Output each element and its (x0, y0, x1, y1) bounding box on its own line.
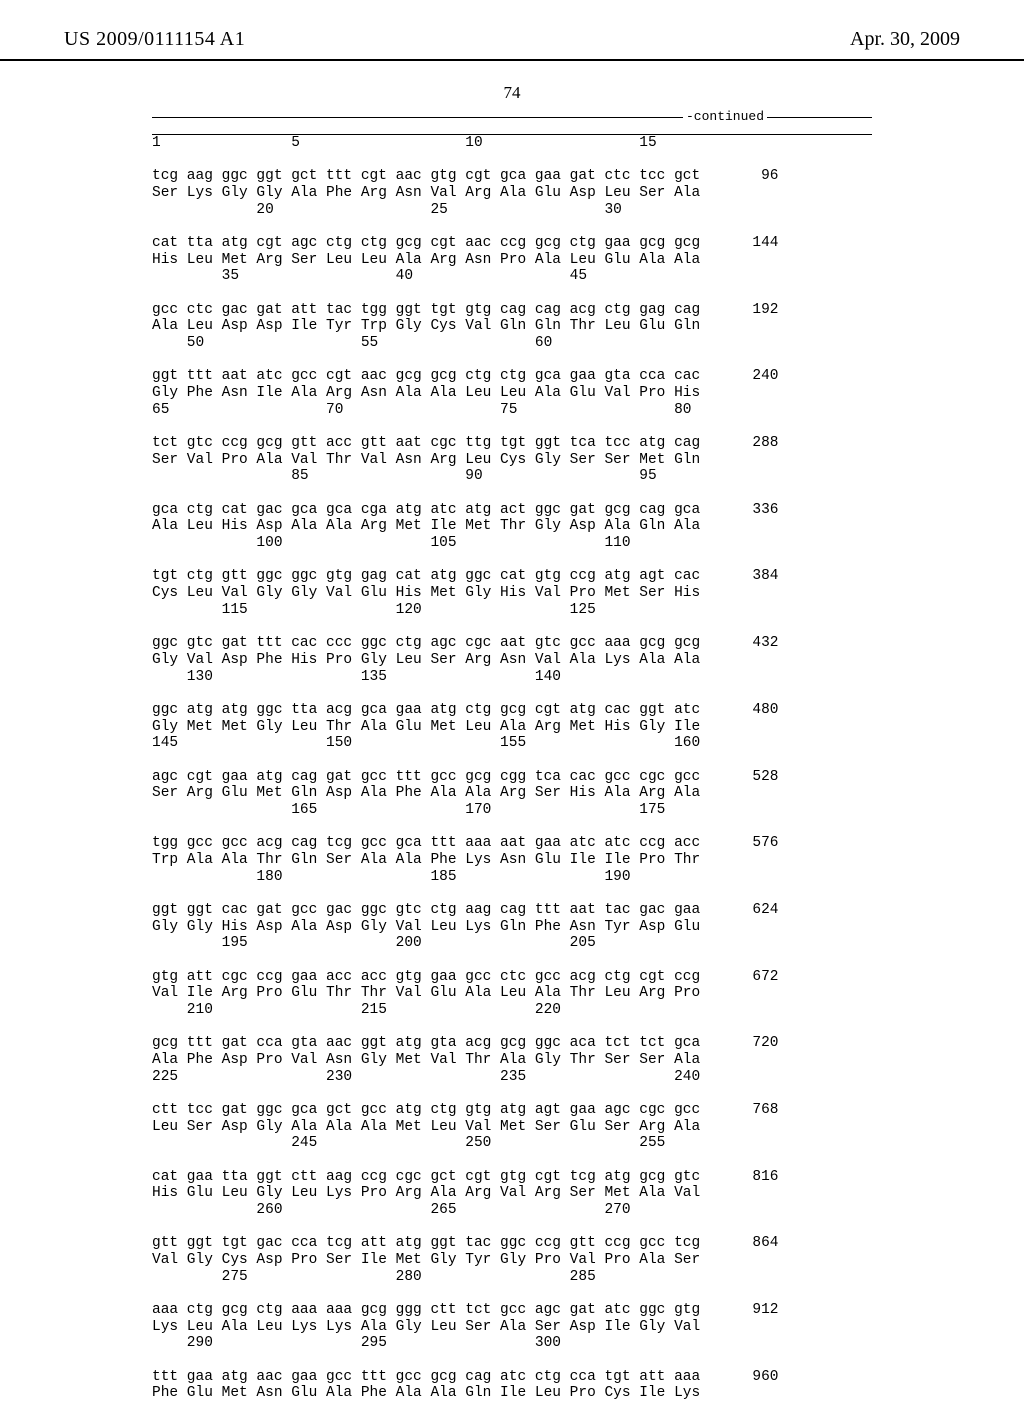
doc-date: Apr. 30, 2009 (850, 28, 960, 51)
continued-label: -continued (683, 109, 767, 124)
rule-top: -continued (152, 117, 872, 132)
page-root: US 2009/0111154 A1 Apr. 30, 2009 74 -con… (0, 0, 1024, 1402)
sequence-block: 1 5 10 15 tcg aag ggc ggt gct ttt cgt aa… (152, 135, 872, 1402)
page-number: 74 (0, 83, 1024, 103)
page-header: US 2009/0111154 A1 Apr. 30, 2009 (0, 28, 1024, 61)
doc-id: US 2009/0111154 A1 (64, 28, 245, 51)
